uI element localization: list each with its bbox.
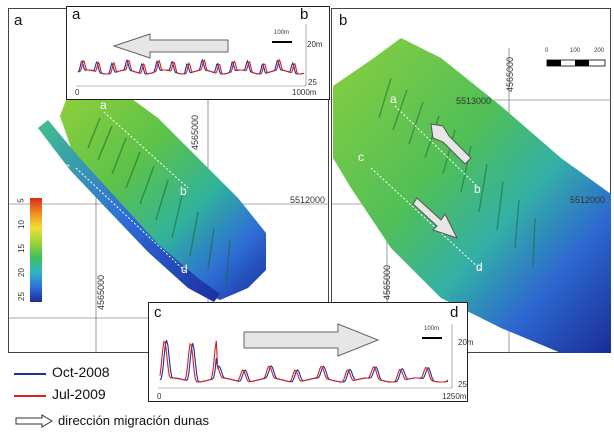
- profile-cd-x-end: 1250m: [442, 392, 467, 401]
- panel-b-map: [331, 38, 611, 353]
- panel-b-label: b: [339, 12, 348, 29]
- profile-ab-jul2009: [77, 58, 305, 75]
- colorbar-tick: 20: [16, 268, 26, 277]
- track-label-b-b: b: [474, 182, 481, 196]
- dune-crests: [87, 117, 231, 285]
- coord-vertical-top-b: 4565000: [505, 56, 515, 92]
- track-label-c-b: c: [358, 150, 364, 164]
- profile-cd-end: d: [450, 304, 459, 321]
- migration-arrow: [112, 33, 229, 59]
- track-label-c: c: [64, 160, 70, 174]
- coord-horizontal-b: 5512000: [570, 195, 606, 205]
- dune-crests-b: [378, 77, 536, 267]
- inset-ab-scale: 100m: [274, 30, 290, 36]
- track-label-d: d: [181, 262, 188, 276]
- colorbar-tick: 5: [16, 198, 26, 203]
- colorbar-tick: 10: [16, 220, 26, 229]
- profile-ab-oct2008: [77, 58, 305, 75]
- bathymetry-swath-b: [333, 38, 611, 353]
- legend-arrow-text: dirección migración dunas: [58, 413, 210, 428]
- inset-ab-depth-bottom: 25: [308, 78, 317, 87]
- profile-ab-inset: [66, 6, 330, 100]
- scale-tick-b: 100: [570, 48, 581, 54]
- coord-vertical-a: 4565000: [190, 114, 200, 150]
- inset-ab-start: a: [72, 6, 81, 23]
- profile-cd-inset: [148, 302, 468, 402]
- migration-arrow-cd: [243, 323, 380, 357]
- scale-tick-b: 0: [545, 48, 549, 54]
- legend-arrow-icon: [15, 414, 53, 428]
- depth-colorbar: [30, 198, 42, 302]
- profile-cd-chart: [158, 323, 453, 389]
- track-label-d-b: d: [476, 260, 483, 274]
- profile-ab-chart: [76, 24, 307, 87]
- coord-vertical-bottom-a: 4565000: [96, 274, 106, 310]
- track-label-b: b: [180, 184, 187, 198]
- legend-label-jul2009: Jul-2009: [52, 386, 106, 402]
- legend-swatch-jul2009: [14, 395, 46, 397]
- inset-ab-end: b: [300, 6, 309, 23]
- profile-cd-scale: 100m: [424, 326, 440, 332]
- profile-cd-x-start: 0: [157, 392, 162, 401]
- profile-cd-depth-bottom: 25: [458, 380, 467, 389]
- legend: Oct-2008 Jul-2009: [14, 364, 154, 430]
- legend-label-oct2008: Oct-2008: [52, 364, 110, 380]
- migration-arrow-b2: [412, 197, 458, 239]
- inset-ab-depth-top: 20m: [307, 40, 323, 49]
- coord-horizontal-top-b: 5513000: [456, 96, 492, 106]
- coord-vertical-bottom-b: 4565000: [382, 264, 392, 300]
- track-label-a-b: a: [390, 92, 397, 106]
- colorbar-tick: 25: [16, 292, 26, 301]
- legend-swatch-oct2008: [14, 373, 46, 375]
- bathymetry-strip: [38, 120, 220, 302]
- inset-ab-x-end: 1000m: [292, 88, 317, 97]
- scale-tick-b: 200: [594, 48, 605, 54]
- inset-ab-x-start: 0: [75, 88, 80, 97]
- track-label-a: a: [100, 98, 107, 112]
- profile-cd-jul2009: [159, 340, 449, 383]
- profile-cd-depth-top: 20m: [458, 338, 474, 347]
- migration-arrow-b1: [430, 123, 472, 165]
- coord-horizontal-a: 5512000: [290, 195, 326, 205]
- panel-a-map: [8, 96, 329, 353]
- colorbar-tick: 15: [16, 244, 26, 253]
- panel-a-label: a: [14, 12, 23, 29]
- profile-cd-start: c: [154, 304, 162, 321]
